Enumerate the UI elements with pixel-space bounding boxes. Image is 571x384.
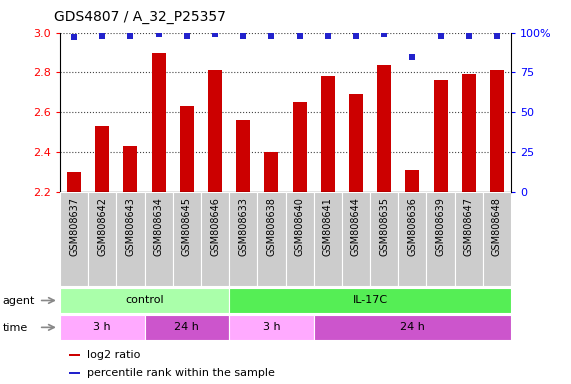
Bar bbox=[433, 81, 448, 192]
Bar bbox=[490, 71, 504, 192]
Bar bbox=[321, 76, 335, 192]
Bar bbox=[69, 371, 81, 374]
FancyBboxPatch shape bbox=[229, 192, 258, 286]
Bar bbox=[405, 170, 420, 192]
FancyBboxPatch shape bbox=[313, 192, 342, 286]
Text: 24 h: 24 h bbox=[174, 322, 199, 333]
FancyBboxPatch shape bbox=[483, 192, 511, 286]
FancyBboxPatch shape bbox=[144, 315, 229, 340]
Text: 24 h: 24 h bbox=[400, 322, 425, 333]
Text: GDS4807 / A_32_P25357: GDS4807 / A_32_P25357 bbox=[54, 10, 226, 24]
Bar bbox=[69, 354, 81, 356]
Text: GSM808647: GSM808647 bbox=[464, 197, 474, 256]
Bar bbox=[292, 103, 307, 192]
Text: GSM808635: GSM808635 bbox=[379, 197, 389, 256]
Text: GSM808634: GSM808634 bbox=[154, 197, 164, 256]
FancyBboxPatch shape bbox=[286, 192, 313, 286]
Point bbox=[126, 33, 135, 39]
Point bbox=[408, 53, 417, 60]
Bar bbox=[180, 106, 194, 192]
Text: GSM808642: GSM808642 bbox=[97, 197, 107, 256]
Text: GSM808640: GSM808640 bbox=[295, 197, 304, 256]
Point bbox=[98, 33, 107, 39]
FancyBboxPatch shape bbox=[313, 315, 511, 340]
FancyBboxPatch shape bbox=[455, 192, 483, 286]
Point bbox=[464, 33, 473, 39]
Bar bbox=[236, 120, 250, 192]
Point bbox=[211, 31, 220, 37]
Text: GSM808637: GSM808637 bbox=[69, 197, 79, 256]
Text: 3 h: 3 h bbox=[263, 322, 280, 333]
FancyBboxPatch shape bbox=[229, 315, 313, 340]
FancyBboxPatch shape bbox=[144, 192, 173, 286]
Text: GSM808645: GSM808645 bbox=[182, 197, 192, 256]
Point bbox=[295, 33, 304, 39]
FancyBboxPatch shape bbox=[370, 192, 399, 286]
Text: percentile rank within the sample: percentile rank within the sample bbox=[87, 368, 275, 378]
Text: GSM808641: GSM808641 bbox=[323, 197, 333, 256]
Bar bbox=[264, 152, 279, 192]
Point bbox=[267, 33, 276, 39]
Bar bbox=[67, 172, 81, 192]
Text: GSM808639: GSM808639 bbox=[436, 197, 445, 256]
FancyBboxPatch shape bbox=[60, 192, 88, 286]
FancyBboxPatch shape bbox=[399, 192, 427, 286]
Text: agent: agent bbox=[3, 296, 35, 306]
FancyBboxPatch shape bbox=[258, 192, 286, 286]
Text: GSM808643: GSM808643 bbox=[126, 197, 135, 256]
Text: IL-17C: IL-17C bbox=[352, 295, 388, 306]
Bar bbox=[349, 94, 363, 192]
Text: 3 h: 3 h bbox=[94, 322, 111, 333]
FancyBboxPatch shape bbox=[173, 192, 201, 286]
Text: GSM808646: GSM808646 bbox=[210, 197, 220, 256]
Point bbox=[154, 31, 163, 37]
Point bbox=[351, 33, 360, 39]
Text: GSM808648: GSM808648 bbox=[492, 197, 502, 256]
Point bbox=[182, 33, 191, 39]
Point bbox=[323, 33, 332, 39]
Bar bbox=[377, 65, 391, 192]
FancyBboxPatch shape bbox=[88, 192, 116, 286]
FancyBboxPatch shape bbox=[201, 192, 229, 286]
Point bbox=[239, 33, 248, 39]
Bar bbox=[462, 74, 476, 192]
Text: GSM808638: GSM808638 bbox=[267, 197, 276, 256]
Text: control: control bbox=[125, 295, 164, 306]
Text: time: time bbox=[3, 323, 28, 333]
Point bbox=[380, 31, 389, 37]
Text: log2 ratio: log2 ratio bbox=[87, 350, 140, 360]
Bar bbox=[151, 53, 166, 192]
Bar bbox=[123, 146, 138, 192]
Point bbox=[70, 34, 79, 40]
Bar bbox=[95, 126, 109, 192]
Point bbox=[492, 33, 501, 39]
Text: GSM808644: GSM808644 bbox=[351, 197, 361, 256]
FancyBboxPatch shape bbox=[60, 288, 229, 313]
FancyBboxPatch shape bbox=[229, 288, 511, 313]
FancyBboxPatch shape bbox=[60, 315, 144, 340]
Text: GSM808633: GSM808633 bbox=[238, 197, 248, 256]
Bar bbox=[208, 71, 222, 192]
Point bbox=[436, 33, 445, 39]
FancyBboxPatch shape bbox=[342, 192, 370, 286]
FancyBboxPatch shape bbox=[116, 192, 144, 286]
Text: GSM808636: GSM808636 bbox=[407, 197, 417, 256]
FancyBboxPatch shape bbox=[427, 192, 455, 286]
